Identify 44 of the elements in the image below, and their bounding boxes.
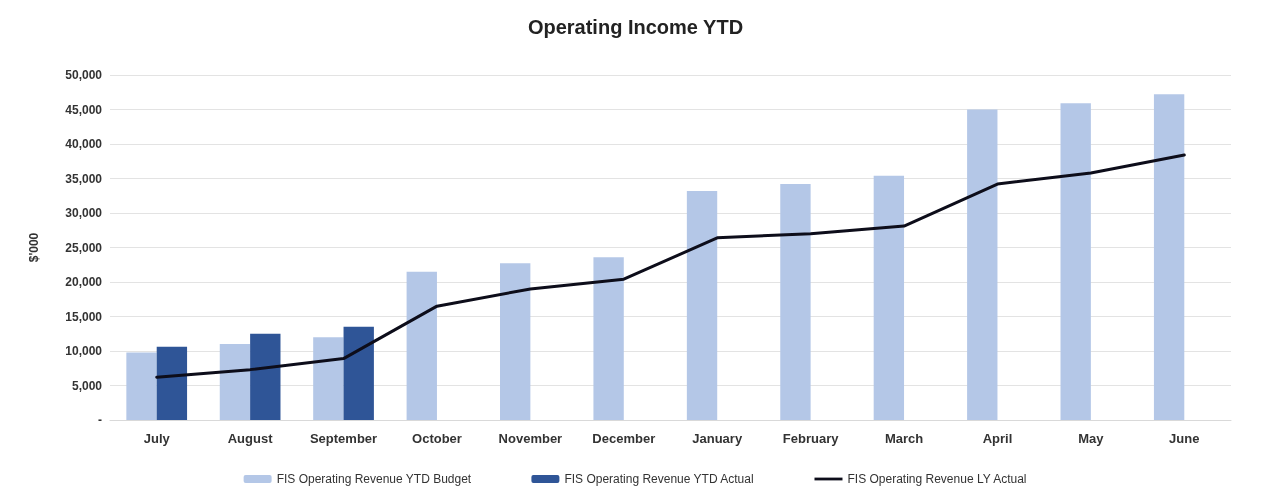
- y-tick-label: 10,000: [65, 344, 103, 358]
- bar: [406, 271, 437, 420]
- x-tick-label: May: [1078, 431, 1105, 446]
- bar: [593, 257, 624, 420]
- bar: [1060, 103, 1091, 420]
- x-tick-label: September: [309, 431, 378, 446]
- chart-title: Operating Income YTD: [527, 16, 744, 38]
- x-tick-label: December: [592, 431, 656, 446]
- y-tick-label: 45,000: [65, 102, 103, 117]
- x-tick-label: July: [143, 431, 171, 446]
- x-tick-label: August: [227, 431, 274, 446]
- bar: [313, 337, 344, 420]
- bar: [686, 190, 718, 420]
- legend-label: FIS Operating Revenue LY Actual: [847, 472, 1027, 486]
- x-tick-label: February: [782, 431, 840, 446]
- y-tick-label: 40,000: [65, 137, 103, 151]
- bar: [500, 263, 531, 420]
- y-tick-label: 25,000: [65, 240, 103, 255]
- x-tick-label: March: [884, 431, 924, 446]
- x-tick-label: November: [498, 431, 563, 446]
- bar: [343, 326, 374, 420]
- y-axis-title: $'000: [27, 232, 41, 263]
- bar: [156, 346, 188, 420]
- x-tick-label: April: [982, 431, 1013, 446]
- bar: [967, 109, 998, 420]
- bar: [126, 352, 157, 420]
- bar: [780, 184, 811, 420]
- y-tick-label: 20,000: [65, 275, 103, 289]
- y-tick-label: 30,000: [65, 206, 103, 220]
- legend-label: FIS Operating Revenue YTD Budget: [276, 472, 472, 486]
- x-tick-label: January: [692, 431, 743, 446]
- y-tick-label: 5,000: [71, 378, 103, 393]
- y-tick-label: 35,000: [65, 171, 103, 186]
- bar: [219, 344, 251, 420]
- bar: [250, 333, 281, 420]
- line-series: [155, 153, 1186, 379]
- bar: [1153, 94, 1185, 420]
- y-tick-label: 15,000: [65, 309, 103, 324]
- y-tick-label: -: [98, 413, 102, 427]
- x-tick-label: October: [412, 431, 462, 446]
- y-tick-label: 50,000: [65, 68, 103, 82]
- bar: [873, 175, 905, 420]
- legend-label: FIS Operating Revenue YTD Actual: [564, 472, 754, 486]
- x-tick-label: June: [1169, 431, 1200, 446]
